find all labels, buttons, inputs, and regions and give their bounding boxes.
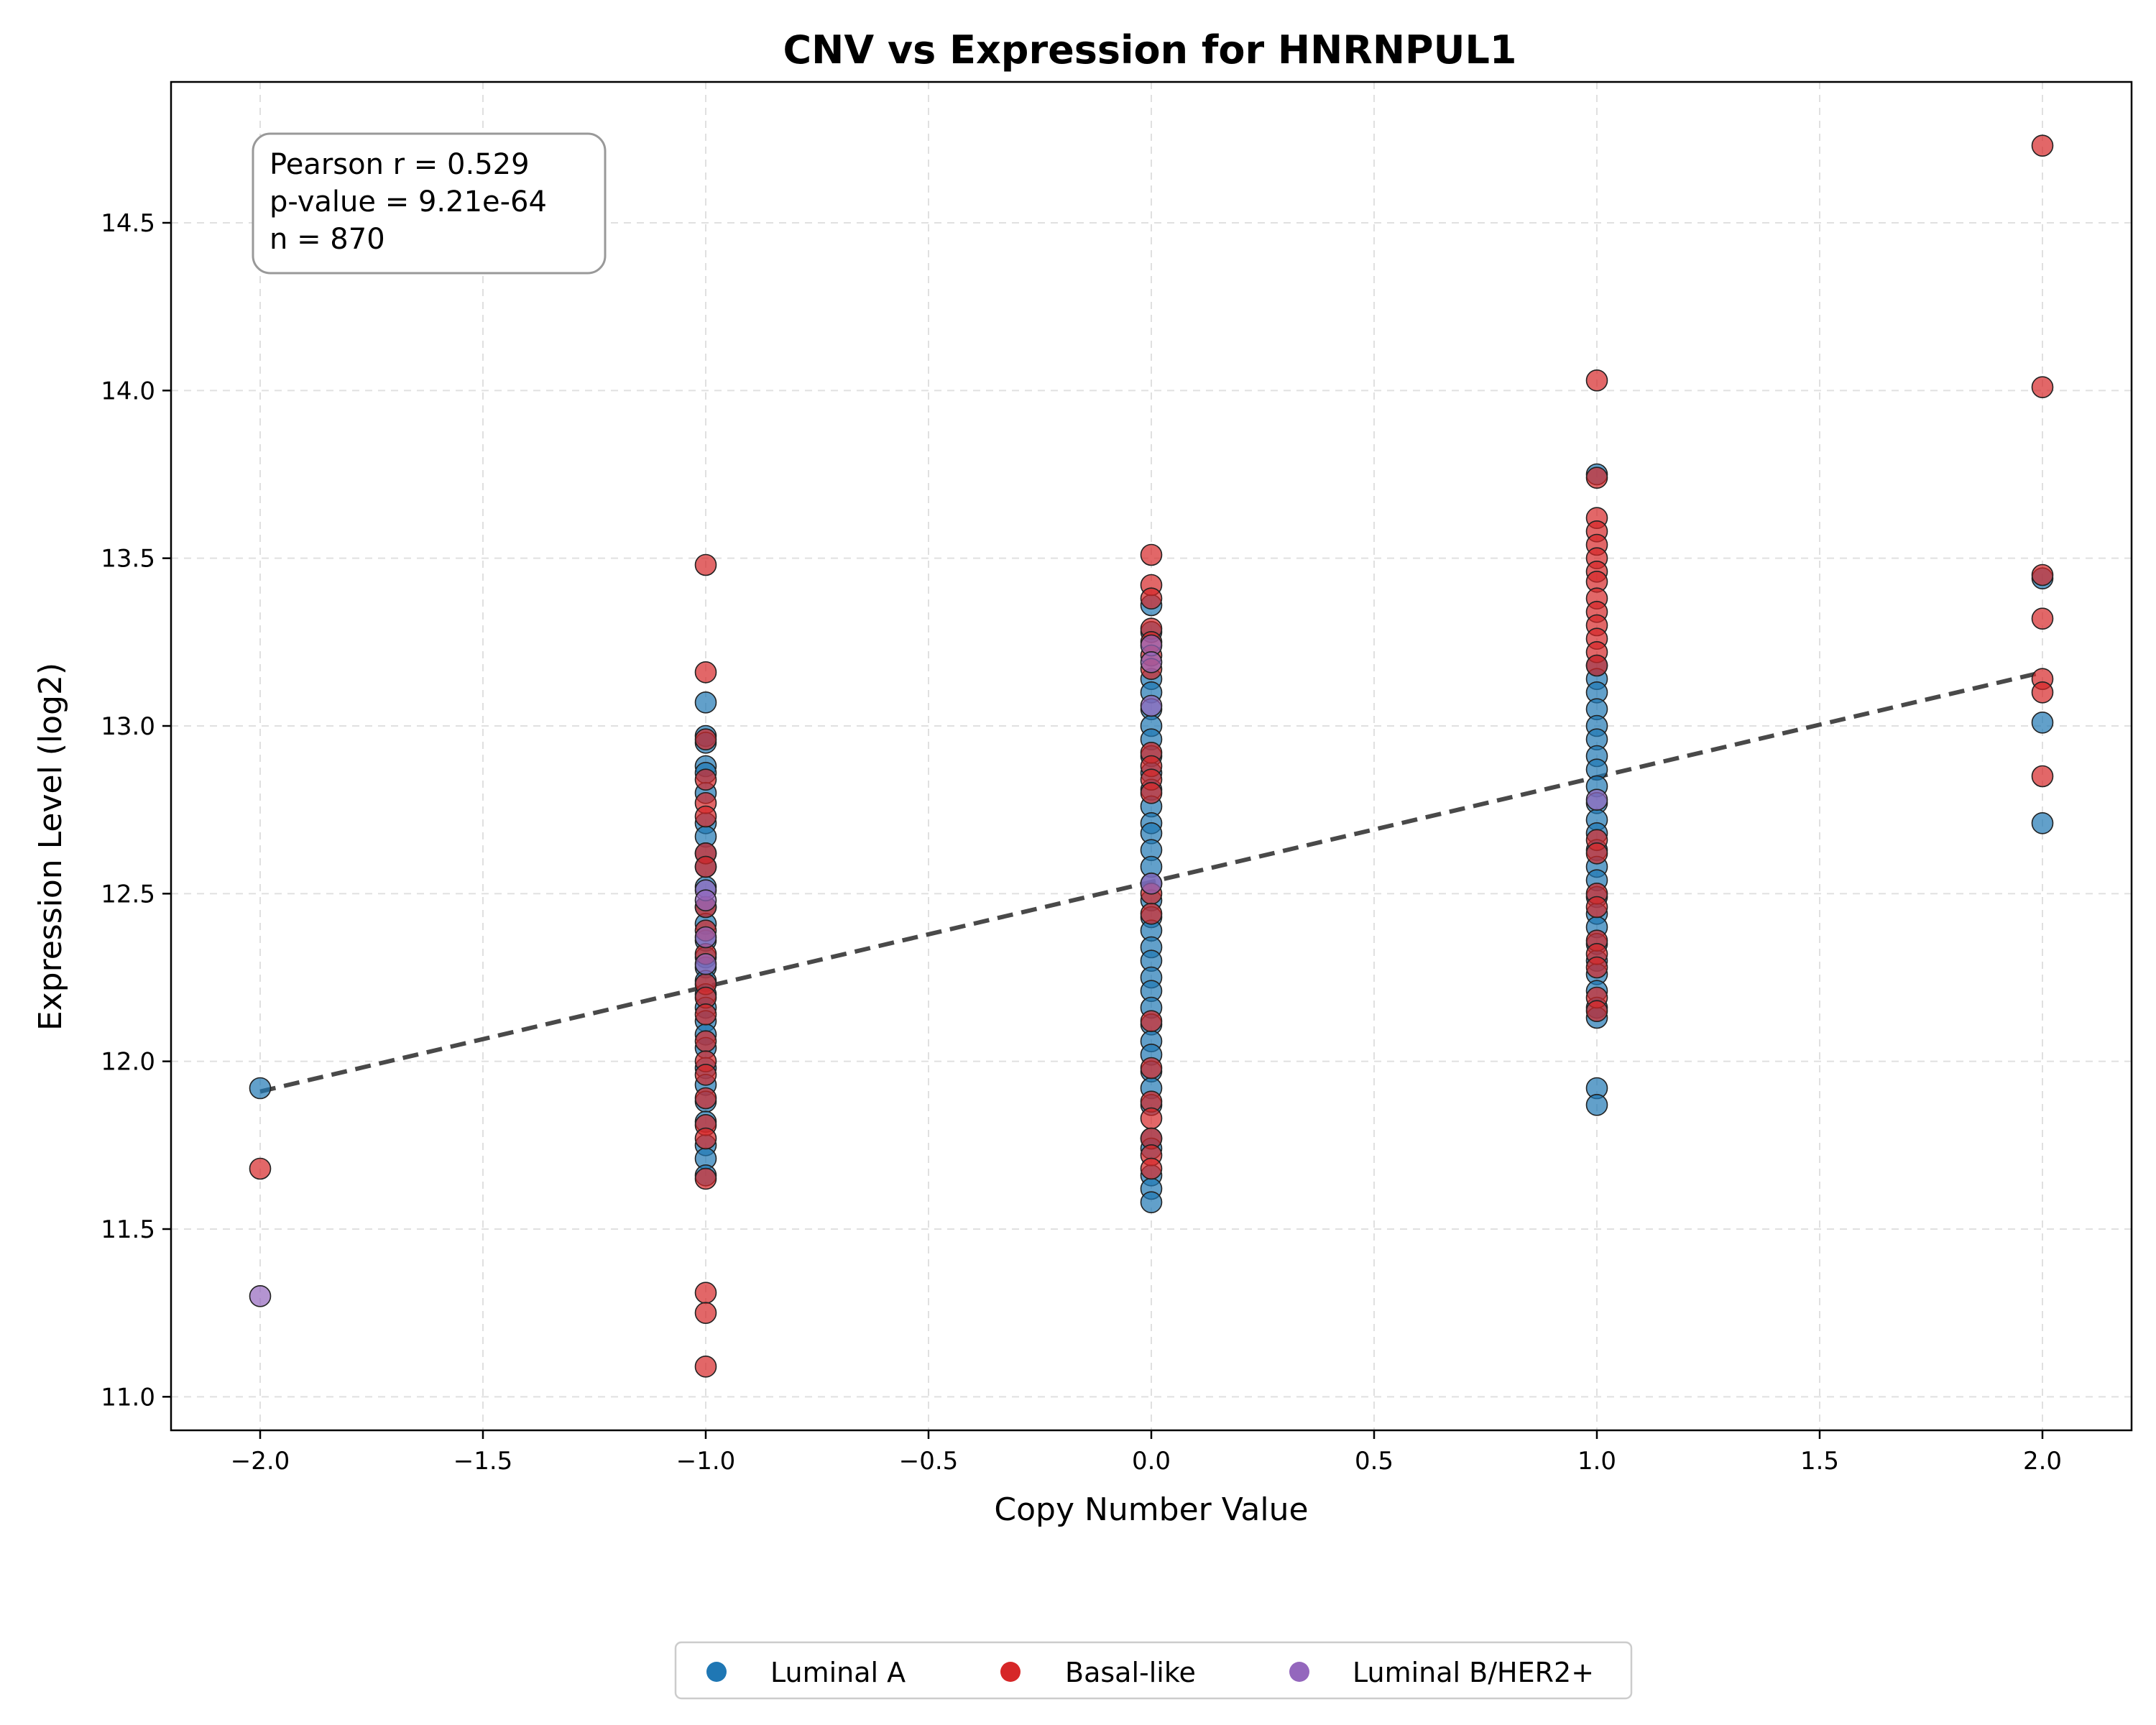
x-tick-label: 0.5: [1355, 1447, 1393, 1476]
data-point-basal-like: [1140, 1010, 1163, 1032]
data-point-basal-like: [2031, 681, 2054, 704]
legend-label-luminal-b-her2: Luminal B/HER2+: [1353, 1657, 1594, 1688]
data-point-basal-like: [2031, 607, 2054, 630]
data-point-luminal-a: [249, 1077, 272, 1100]
data-point-luminal-a: [1585, 1094, 1608, 1116]
data-point-luminal-b-her2: [1140, 873, 1163, 895]
data-point-basal-like: [694, 1087, 717, 1110]
x-axis-ticks: −2.0 −1.5 −1.0 −0.5 0.0 0.5 1.0 1.5 2.0: [231, 1430, 2062, 1476]
y-tick-label: 13.0: [101, 712, 155, 741]
data-point-basal-like: [694, 855, 717, 878]
stats-pearson: Pearson r = 0.529: [270, 148, 530, 181]
x-tick-label: 0.0: [1132, 1447, 1171, 1476]
data-point-basal-like: [1140, 1107, 1163, 1130]
data-point-basal-like: [1585, 1000, 1608, 1022]
data-point-basal-like: [1140, 1157, 1163, 1180]
data-point-basal-like: [1140, 543, 1163, 566]
data-point-basal-like: [694, 728, 717, 750]
data-point-luminal-b-her2: [694, 889, 717, 911]
y-tick-label: 14.5: [101, 209, 155, 238]
data-point-basal-like: [1585, 369, 1608, 392]
x-tick-label: −1.5: [453, 1447, 513, 1476]
data-point-basal-like: [1585, 956, 1608, 979]
y-tick-label: 12.5: [101, 880, 155, 908]
x-tick-label: −2.0: [231, 1447, 290, 1476]
data-point-basal-like: [694, 1003, 717, 1026]
chart-title: CNV vs Expression for HNRNPUL1: [783, 27, 1517, 73]
y-axis-label: Expression Level (log2): [32, 663, 69, 1031]
y-tick-label: 11.5: [101, 1215, 155, 1244]
data-point-basal-like: [1585, 896, 1608, 919]
legend-marker-basal-like: [1000, 1662, 1021, 1682]
data-points: [249, 134, 2054, 1378]
legend-marker-luminal-b-her2: [1289, 1662, 1309, 1682]
data-point-luminal-a: [2031, 812, 2054, 834]
data-point-basal-like: [694, 661, 717, 684]
data-point-basal-like: [694, 1127, 717, 1150]
data-point-basal-like: [1585, 842, 1608, 865]
legend-marker-luminal-a: [706, 1662, 727, 1682]
x-tick-label: 1.0: [1577, 1447, 1616, 1476]
data-point-luminal-a: [2031, 712, 2054, 734]
y-tick-label: 13.5: [101, 545, 155, 574]
data-point-basal-like: [694, 1282, 717, 1304]
data-point-basal-like: [694, 553, 717, 576]
data-point-luminal-a: [694, 691, 717, 714]
x-tick-label: 1.5: [1800, 1447, 1839, 1476]
stats-p-value: p-value = 9.21e-64: [270, 185, 547, 218]
legend-label-basal-like: Basal-like: [1065, 1657, 1196, 1688]
data-point-luminal-b-her2: [1140, 694, 1163, 717]
data-point-basal-like: [1140, 1057, 1163, 1080]
data-point-basal-like: [249, 1157, 272, 1180]
data-point-luminal-b-her2: [694, 953, 717, 975]
data-point-basal-like: [694, 1030, 717, 1052]
data-point-basal-like: [1585, 466, 1608, 489]
legend-label-luminal-a: Luminal A: [770, 1657, 906, 1688]
data-point-basal-like: [1585, 654, 1608, 677]
y-axis-ticks: 11.0 11.5 12.0 12.5 13.0 13.5 14.0 14.5: [101, 209, 171, 1412]
data-point-basal-like: [694, 1167, 717, 1190]
stats-box-frame: [252, 132, 607, 275]
data-point-basal-like: [1140, 903, 1163, 925]
data-point-luminal-a: [1140, 1191, 1163, 1213]
data-point-basal-like: [2031, 134, 2054, 157]
data-point-basal-like: [2031, 564, 2054, 586]
x-tick-label: −1.0: [676, 1447, 736, 1476]
y-tick-label: 11.0: [101, 1383, 155, 1412]
data-point-basal-like: [694, 768, 717, 791]
data-point-basal-like: [694, 805, 717, 828]
x-tick-label: −0.5: [899, 1447, 959, 1476]
y-tick-label: 14.0: [101, 377, 155, 405]
x-tick-label: 2.0: [2023, 1447, 2062, 1476]
x-axis-label: Copy Number Value: [994, 1491, 1308, 1528]
data-point-luminal-b-her2: [1140, 651, 1163, 673]
data-point-basal-like: [1140, 587, 1163, 610]
legend-frame: [674, 1641, 1633, 1700]
data-point-basal-like: [2031, 765, 2054, 788]
stats-box: Pearson r = 0.529 p-value = 9.21e-64 n =…: [252, 132, 607, 275]
data-point-basal-like: [694, 1302, 717, 1324]
y-tick-label: 12.0: [101, 1048, 155, 1077]
data-point-basal-like: [2031, 376, 2054, 398]
data-point-luminal-b-her2: [1585, 788, 1608, 811]
data-point-luminal-b-her2: [694, 926, 717, 949]
data-point-luminal-b-her2: [249, 1285, 272, 1307]
data-point-basal-like: [1140, 782, 1163, 804]
legend: Luminal A Basal-like Luminal B/HER2+: [674, 1641, 1633, 1700]
data-point-basal-like: [694, 1064, 717, 1086]
data-point-basal-like: [694, 1356, 717, 1378]
stats-n: n = 870: [270, 223, 385, 256]
